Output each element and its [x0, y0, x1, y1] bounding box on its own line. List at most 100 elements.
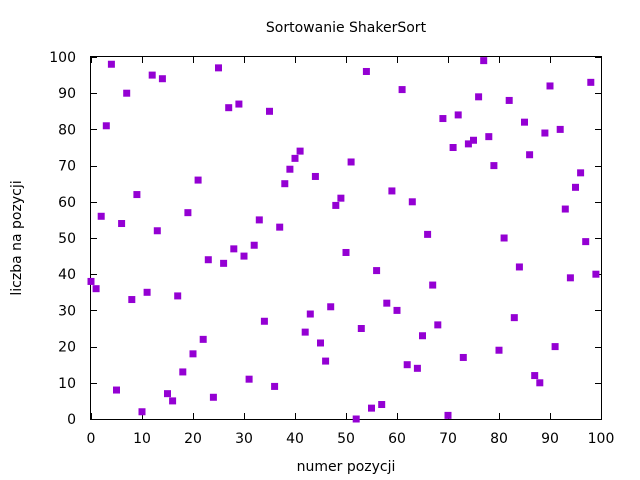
- data-point: [556, 125, 564, 133]
- data-point: [526, 151, 534, 159]
- data-point: [271, 382, 279, 390]
- data-point: [179, 368, 187, 376]
- data-point: [255, 216, 263, 224]
- data-point: [138, 408, 146, 416]
- data-point: [332, 201, 340, 209]
- data-point: [393, 306, 401, 314]
- data-point: [240, 252, 248, 260]
- data-point: [194, 176, 202, 184]
- data-point: [215, 64, 222, 72]
- data-point: [439, 115, 447, 123]
- x-tick-label: 0: [87, 431, 96, 447]
- data-point: [250, 241, 258, 249]
- data-point: [337, 194, 345, 202]
- data-point: [327, 303, 335, 311]
- data-point: [148, 71, 156, 79]
- x-axis: 0 10 20 30 40 50 60 70 80 90 100: [87, 57, 615, 447]
- data-point: [510, 314, 518, 322]
- data-point: [368, 404, 375, 412]
- y-axis-label: liczba na pozycji: [9, 180, 25, 295]
- x-tick-label: 50: [337, 431, 355, 447]
- data-point: [475, 93, 483, 101]
- data-point: [296, 147, 304, 155]
- y-tick-label: 100: [49, 50, 76, 66]
- data-point: [174, 292, 182, 300]
- y-tick-label: 50: [58, 231, 76, 247]
- y-axis: 0 10 20 30 40 50 60 70 80 90 100: [49, 50, 601, 428]
- data-point: [342, 248, 350, 256]
- data-point: [118, 220, 126, 228]
- data-point: [128, 296, 136, 304]
- data-point: [113, 386, 120, 394]
- data-point: [301, 328, 309, 336]
- data-point: [398, 86, 406, 94]
- data-point: [413, 364, 421, 372]
- x-tick-label: 100: [588, 431, 615, 447]
- y-tick-label: 40: [58, 267, 76, 283]
- data-point: [164, 390, 171, 398]
- x-tick-label: 30: [235, 431, 253, 447]
- data-point: [403, 361, 411, 369]
- data-point: [572, 183, 579, 191]
- data-point: [515, 263, 523, 271]
- data-point: [454, 111, 462, 119]
- data-point: [449, 144, 457, 151]
- data-point: [317, 339, 324, 347]
- data-point: [587, 78, 595, 86]
- data-point: [311, 172, 319, 180]
- data-point: [373, 267, 381, 275]
- data-points: [87, 57, 600, 423]
- data-point: [143, 288, 151, 296]
- data-point: [199, 335, 207, 343]
- data-point: [260, 317, 268, 325]
- data-point: [531, 372, 539, 380]
- data-point: [480, 57, 488, 65]
- x-tick-label: 60: [388, 431, 406, 447]
- x-tick-label: 90: [541, 431, 559, 447]
- data-point: [245, 375, 253, 383]
- data-point: [546, 82, 554, 90]
- data-point: [107, 60, 115, 68]
- y-tick-label: 70: [58, 159, 76, 175]
- data-point: [378, 401, 386, 409]
- data-point: [291, 154, 299, 162]
- data-point: [500, 234, 508, 242]
- data-point: [189, 350, 197, 358]
- chart-title: Sortowanie ShakerSort: [266, 20, 427, 36]
- data-point: [495, 346, 503, 354]
- data-point: [429, 281, 437, 289]
- data-point: [362, 67, 370, 75]
- y-tick-label: 10: [58, 376, 76, 392]
- data-point: [306, 310, 314, 318]
- data-point: [551, 343, 559, 351]
- data-point: [419, 332, 426, 340]
- data-point: [225, 104, 233, 112]
- data-point: [408, 198, 416, 206]
- y-tick-label: 80: [58, 122, 76, 138]
- x-axis-label: numer pozycji: [297, 459, 396, 475]
- data-point: [444, 411, 452, 419]
- y-tick-label: 20: [58, 340, 76, 356]
- data-point: [566, 274, 574, 282]
- data-point: [383, 299, 391, 307]
- data-point: [470, 136, 477, 144]
- data-point: [133, 191, 141, 199]
- plot-frame: [90, 56, 602, 420]
- data-point: [169, 397, 177, 405]
- data-point: [459, 353, 467, 361]
- data-point: [434, 321, 442, 329]
- x-tick-label: 80: [490, 431, 508, 447]
- data-point: [230, 245, 238, 253]
- x-tick-label: 70: [439, 431, 457, 447]
- data-point: [266, 107, 273, 115]
- data-point: [123, 89, 131, 97]
- data-point: [521, 118, 528, 126]
- data-point: [158, 75, 166, 83]
- data-point: [577, 169, 585, 177]
- data-point: [204, 256, 212, 264]
- data-point: [592, 270, 600, 278]
- data-point: [220, 259, 228, 267]
- data-point: [281, 180, 289, 188]
- x-tick-label: 40: [286, 431, 304, 447]
